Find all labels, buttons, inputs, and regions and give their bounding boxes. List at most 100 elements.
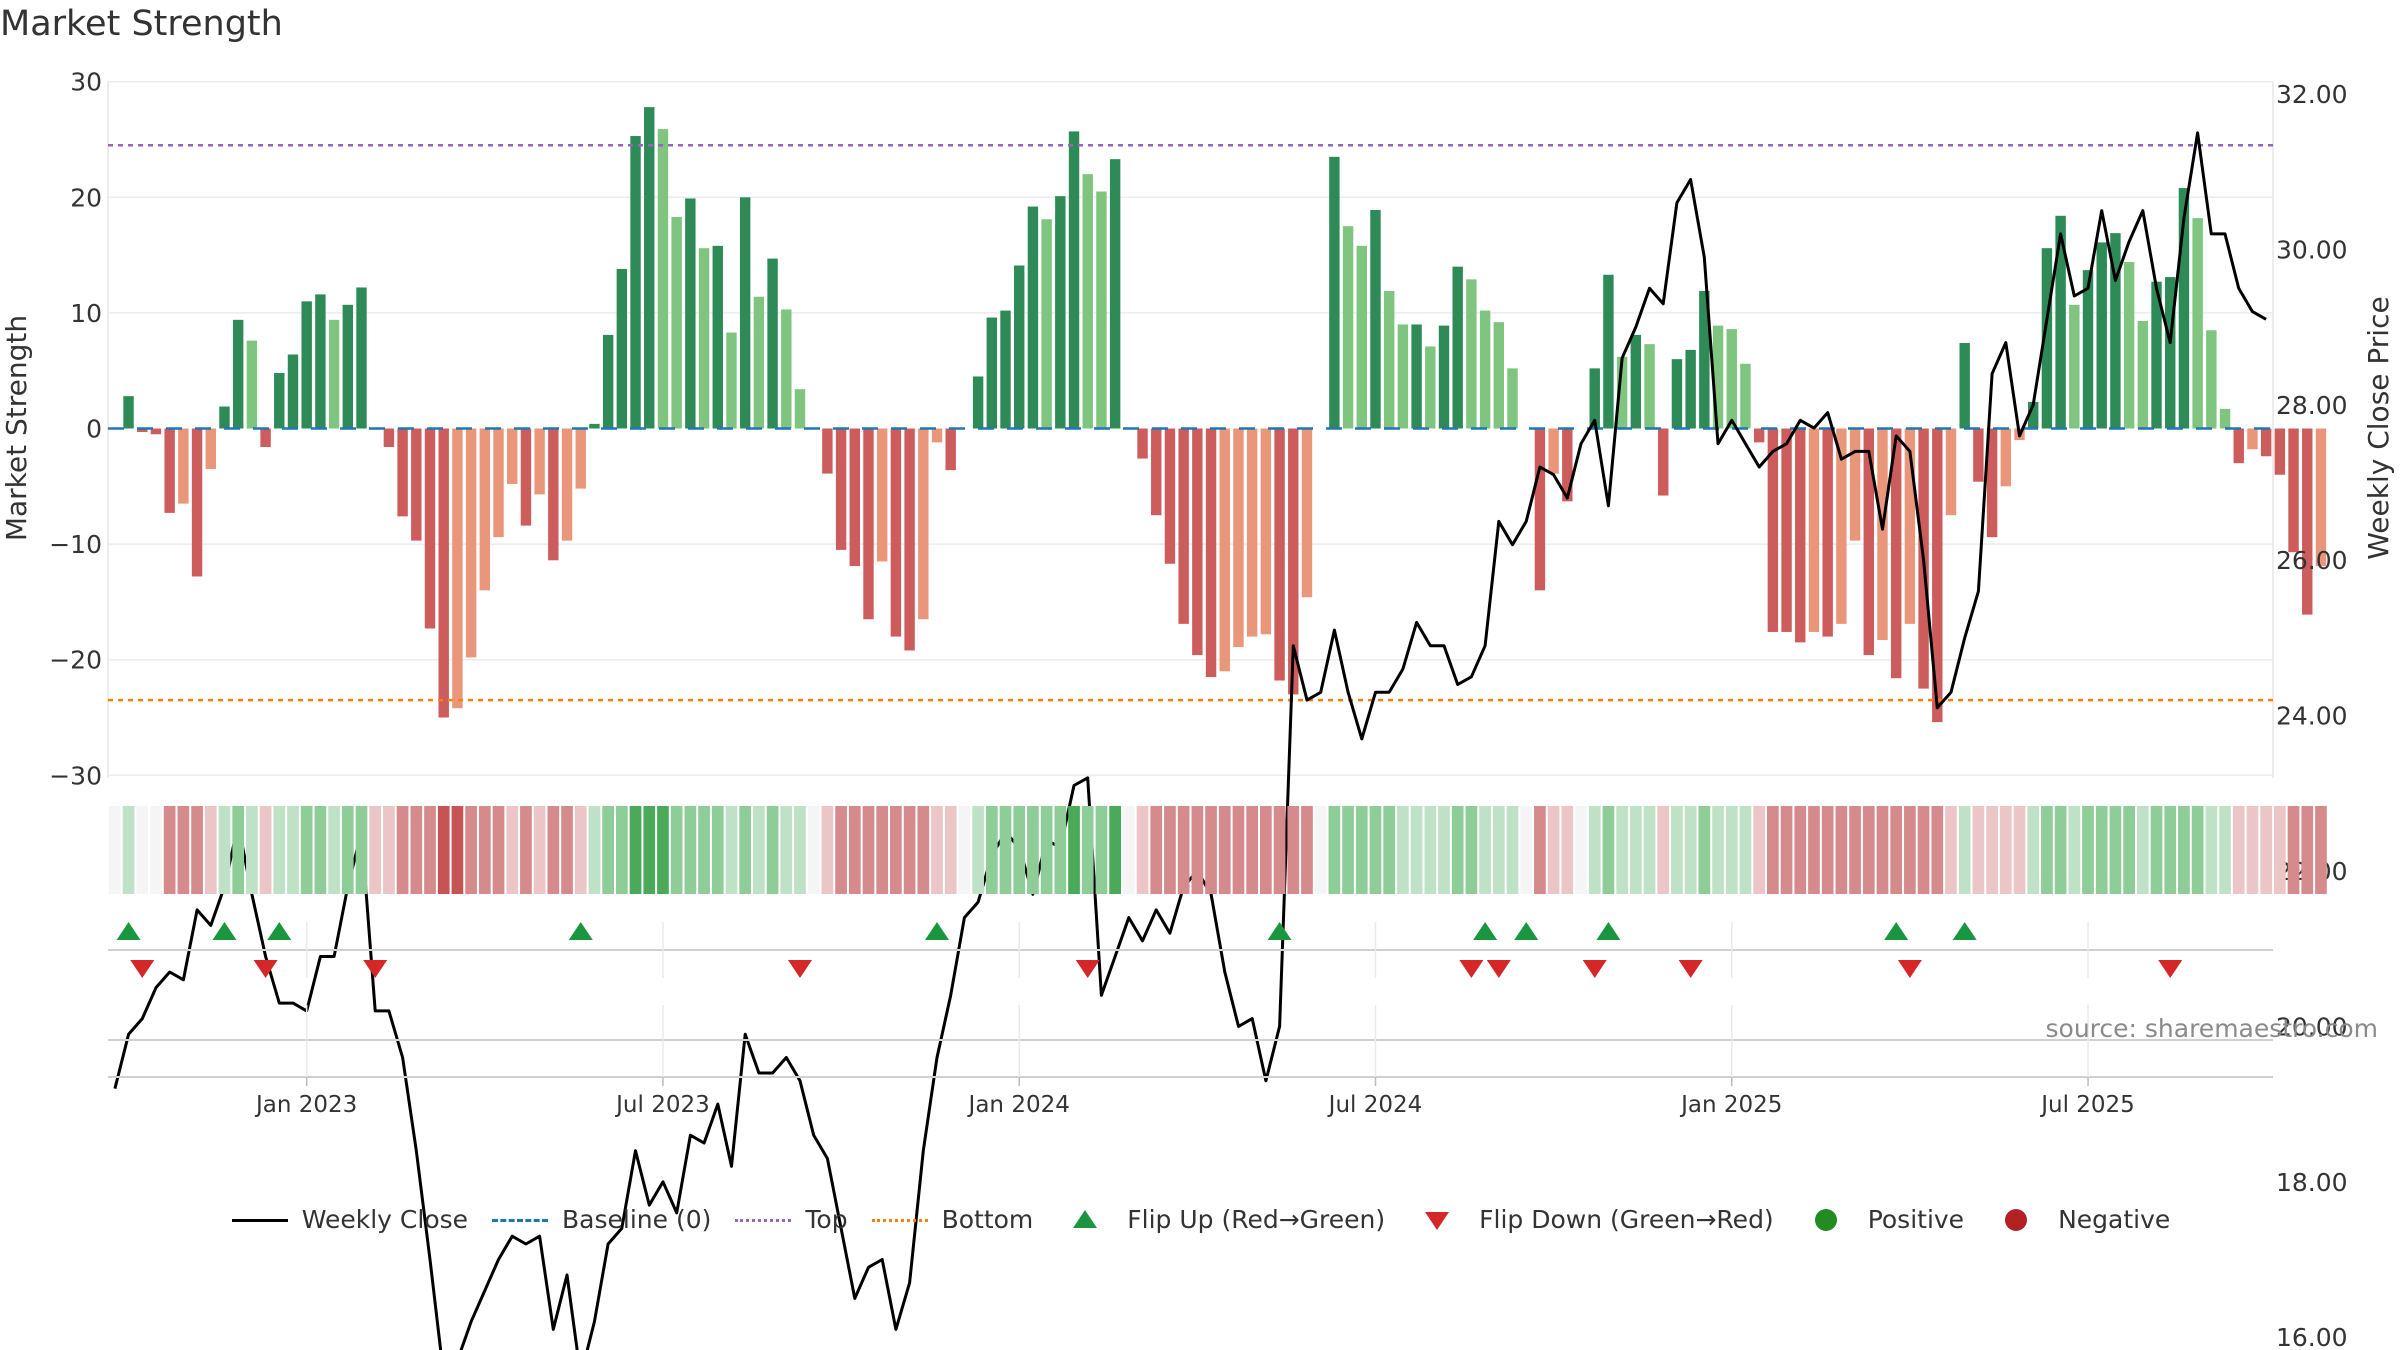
regime-cell <box>1999 806 2012 894</box>
regime-cell <box>1890 806 1903 894</box>
regime-cell <box>300 806 313 894</box>
regime-cell <box>2191 806 2204 894</box>
strength-bar <box>260 428 271 447</box>
regime-heat-strip <box>109 806 2327 894</box>
strength-bar <box>1274 428 1285 681</box>
strength-bar <box>1438 325 1450 429</box>
strength-bar <box>1836 428 1847 624</box>
strength-bar <box>1329 156 1340 429</box>
strength-bar <box>2274 428 2286 475</box>
y-tick-label: 10 <box>70 299 102 328</box>
legend-label-top: Top <box>805 1205 848 1234</box>
strength-bar <box>945 428 956 471</box>
strength-bar <box>1712 325 1724 429</box>
regime-cell <box>1479 806 1491 894</box>
regime-cell <box>1506 806 1519 894</box>
regime-cell <box>273 806 286 894</box>
y2-tick-label: 26.00 <box>2276 546 2348 575</box>
strength-bar <box>671 216 682 429</box>
regime-cell <box>1081 806 1094 894</box>
strength-bar <box>2069 304 2080 429</box>
regime-cell <box>780 806 793 894</box>
regime-cell <box>807 806 820 894</box>
strength-bar <box>205 428 216 469</box>
legend-label-close: Weekly Close <box>301 1205 469 1234</box>
strength-bar <box>548 428 559 561</box>
strength-bar <box>1452 266 1463 429</box>
regime-cell <box>903 806 916 894</box>
regime-cell <box>2082 806 2094 894</box>
strength-bar <box>465 428 477 658</box>
regime-cell <box>2260 806 2272 894</box>
regime-cell <box>1917 806 1930 894</box>
regime-cell <box>328 806 340 894</box>
legend-item-baseline: Baseline (0) <box>490 1205 711 1234</box>
regime-cell <box>2274 806 2286 894</box>
flip-down-marker <box>1582 960 1607 978</box>
regime-cell <box>2095 806 2108 894</box>
regime-cell <box>2315 806 2327 894</box>
strength-bar <box>1151 428 1162 516</box>
strength-bar <box>123 396 134 429</box>
strength-bar <box>1068 131 1080 429</box>
regime-cell <box>163 806 176 894</box>
regime-cell <box>506 806 519 894</box>
regime-cell <box>1287 806 1300 894</box>
y2-tick-label: 24.00 <box>2276 702 2348 731</box>
regime-cell <box>451 806 464 894</box>
strength-bars <box>123 107 2327 723</box>
regime-cell <box>1040 806 1053 894</box>
regime-cell <box>1725 806 1738 894</box>
strength-bar <box>479 428 491 591</box>
regime-cell <box>1383 806 1396 894</box>
regime-cell <box>1808 806 1820 894</box>
regime-cell <box>835 806 847 894</box>
strength-bar <box>1863 428 1874 656</box>
strength-bar <box>1644 344 1655 429</box>
regime-cell <box>1972 806 1985 894</box>
regime-cell <box>2301 806 2314 894</box>
legend-label-baseline: Baseline (0) <box>562 1205 712 1234</box>
strength-bar <box>1726 329 1737 429</box>
strength-bar <box>2123 262 2135 429</box>
regime-cell <box>437 806 450 894</box>
strength-bar <box>931 428 943 443</box>
strength-bar <box>767 258 778 429</box>
y2-tick-label: 20.00 <box>2276 1012 2348 1041</box>
regime-cell <box>821 806 834 894</box>
regime-cell <box>958 806 971 894</box>
x-axis: Jan 2023 Jul 2023 Jan 2024 Jul 2024 Jan 2025… <box>254 1077 2135 1118</box>
regime-cell <box>2136 806 2149 894</box>
strength-bar <box>2027 401 2039 429</box>
strength-bar <box>191 428 203 577</box>
regime-cell <box>1246 806 1259 894</box>
regime-cell <box>1794 806 1807 894</box>
regime-cell <box>1355 806 1368 894</box>
regime-cell <box>191 806 203 894</box>
regime-cell <box>1191 806 1204 894</box>
strength-bar <box>876 428 888 562</box>
flip-down-icon <box>1407 1208 1467 1232</box>
strength-bar <box>2151 281 2162 429</box>
strength-bar <box>356 287 367 429</box>
strength-bar <box>2096 242 2107 429</box>
strength-bar <box>1370 210 1381 429</box>
strength-bar <box>1973 428 1984 482</box>
regime-cell <box>931 806 943 894</box>
regime-cell <box>1698 806 1711 894</box>
legend-item-top: Top <box>733 1205 848 1234</box>
regime-cell <box>1643 806 1656 894</box>
regime-cell <box>314 806 327 894</box>
regime-cell <box>1616 806 1628 894</box>
strength-bar <box>1808 428 1820 632</box>
strength-bar <box>2041 248 2053 429</box>
strength-bar <box>493 428 504 538</box>
legend-item-close: Weekly Close <box>230 1205 468 1234</box>
regime-cell <box>204 806 217 894</box>
strength-bar <box>1616 356 1628 429</box>
strength-bar <box>1288 428 1299 695</box>
strength-bar <box>863 428 874 620</box>
strength-bar <box>1000 310 1011 429</box>
regime-cell <box>1575 806 1587 894</box>
regime-cell <box>1821 806 1834 894</box>
